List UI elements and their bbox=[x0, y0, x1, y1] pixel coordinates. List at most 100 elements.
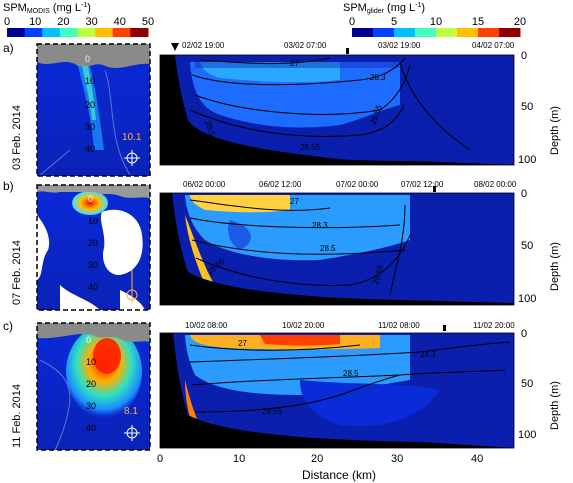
modis-label-close: ) bbox=[87, 2, 91, 14]
svg-text:20: 20 bbox=[311, 453, 323, 465]
svg-text:28.3: 28.3 bbox=[312, 221, 328, 230]
station-marker-a bbox=[124, 150, 140, 166]
svg-text:50: 50 bbox=[521, 101, 533, 113]
svg-text:30: 30 bbox=[391, 453, 403, 465]
svg-text:0: 0 bbox=[86, 335, 91, 345]
svg-text:03/02 07:00: 03/02 07:00 bbox=[284, 41, 327, 50]
row-c-date: 11 Feb. 2014 bbox=[11, 384, 23, 448]
glider-label-main: SPM bbox=[343, 2, 367, 14]
modisTicks-label: 50 bbox=[142, 16, 154, 28]
svg-text:100: 100 bbox=[518, 293, 536, 305]
modisTicks-label: 10 bbox=[29, 16, 41, 28]
svg-text:100: 100 bbox=[518, 154, 536, 166]
svg-text:0: 0 bbox=[88, 194, 93, 204]
station-marker-b bbox=[126, 270, 138, 303]
transect-c: 27 28.3 28.5 28.55 10/02 08:00 10/02 20:… bbox=[159, 321, 515, 449]
row-c: c) 11 Feb. 2014 0 10 20 30 40 8.1 bbox=[3, 319, 561, 451]
distance-axis: 0 10 20 30 40 Distance (km) bbox=[157, 453, 483, 482]
modisTicks-label: 30 bbox=[85, 16, 97, 28]
gliderBar-segment bbox=[415, 28, 437, 37]
modisTicks-label: 20 bbox=[57, 16, 69, 28]
svg-text:27: 27 bbox=[290, 59, 299, 68]
svg-text:11/02 20:00: 11/02 20:00 bbox=[473, 321, 515, 330]
svg-text:10: 10 bbox=[85, 76, 95, 86]
modisBar-segment bbox=[42, 28, 61, 37]
transect-b: 27 28.3 28.5 28.55 28.55 06/02 00:00 06/… bbox=[159, 180, 517, 306]
svg-text:40: 40 bbox=[85, 144, 95, 154]
svg-text:40: 40 bbox=[88, 282, 98, 292]
glider-start-marker bbox=[171, 43, 179, 51]
row-a-letter: a) bbox=[3, 41, 14, 55]
modis-colorbar-ticks: 0 10 20 30 40 50 bbox=[4, 16, 154, 28]
svg-text:28.55: 28.55 bbox=[262, 407, 283, 416]
gliderBar-segment bbox=[394, 28, 416, 37]
svg-text:0: 0 bbox=[521, 50, 527, 62]
map-b: 0 10 20 30 40 bbox=[36, 184, 151, 311]
gliderTicks-label: 10 bbox=[430, 16, 442, 28]
glider-event-marker-a bbox=[346, 48, 349, 54]
svg-text:28.55: 28.55 bbox=[300, 143, 321, 152]
glider-colorbar: SPMglider (mg L-1) 0 5 10 15 20 bbox=[343, 2, 526, 37]
svg-text:07/02 00:00: 07/02 00:00 bbox=[336, 180, 379, 189]
glider-label-exp: -1 bbox=[415, 2, 421, 9]
row-a: a) 03 Feb. 2014 0 10 20 30 40 10.1 bbox=[3, 41, 561, 177]
row-b-letter: b) bbox=[3, 179, 14, 193]
svg-text:Depth (m): Depth (m) bbox=[549, 381, 561, 430]
svg-text:30: 30 bbox=[88, 260, 98, 270]
svg-text:SPMMODIS (mg L-1): SPMMODIS (mg L-1) bbox=[3, 2, 91, 15]
svg-text:Depth (m): Depth (m) bbox=[549, 242, 561, 291]
svg-text:40: 40 bbox=[86, 423, 96, 433]
glider-label-sub: glider bbox=[367, 8, 385, 15]
svg-text:0: 0 bbox=[521, 188, 527, 200]
depth-axis-a: 0 50 100 Depth (m) bbox=[518, 50, 561, 166]
glider-label-close: ) bbox=[421, 2, 425, 14]
svg-text:Depth (m): Depth (m) bbox=[549, 106, 561, 155]
row-b: b) 07 Feb. 2014 0 10 20 30 40 bbox=[3, 179, 561, 311]
svg-text:28.3: 28.3 bbox=[370, 73, 386, 82]
gliderTicks-label: 5 bbox=[391, 16, 397, 28]
glider-colorbar-ticks: 0 5 10 15 20 bbox=[349, 16, 526, 28]
gliderBar-segment bbox=[478, 28, 500, 37]
map-a-value: 10.1 bbox=[122, 132, 142, 143]
svg-text:28.5: 28.5 bbox=[343, 369, 359, 378]
svg-text:03/02 19:00: 03/02 19:00 bbox=[378, 41, 421, 50]
gliderBar-segment bbox=[436, 28, 458, 37]
svg-text:10/02 08:00: 10/02 08:00 bbox=[185, 321, 228, 330]
map-c: 0 10 20 30 40 8.1 bbox=[36, 322, 151, 451]
svg-text:27: 27 bbox=[238, 339, 247, 348]
modisTicks-label: 0 bbox=[4, 16, 10, 28]
svg-text:20: 20 bbox=[85, 100, 95, 110]
svg-text:28.5: 28.5 bbox=[320, 244, 336, 253]
svg-text:20: 20 bbox=[88, 238, 98, 248]
glider-event-marker-c bbox=[443, 325, 446, 331]
svg-text:28.3: 28.3 bbox=[420, 350, 436, 359]
gliderBar-segment bbox=[373, 28, 395, 37]
svg-text:11/02 08:00: 11/02 08:00 bbox=[378, 321, 420, 330]
row-a-date: 03 Feb. 2014 bbox=[11, 105, 23, 170]
svg-text:50: 50 bbox=[521, 240, 533, 252]
svg-text:0: 0 bbox=[157, 453, 163, 465]
gliderBar-segment bbox=[352, 28, 374, 37]
map-a: 0 10 20 30 40 10.1 bbox=[36, 43, 151, 177]
svg-text:06/02 00:00: 06/02 00:00 bbox=[183, 180, 226, 189]
svg-text:100: 100 bbox=[518, 429, 536, 441]
gliderBar-segment bbox=[457, 28, 479, 37]
modisBar-segment bbox=[77, 28, 96, 37]
depth-axis-c: 0 50 100 Depth (m) bbox=[518, 328, 561, 441]
modis-label-main: SPM bbox=[3, 2, 27, 14]
svg-text:06/02 12:00: 06/02 12:00 bbox=[259, 180, 302, 189]
svg-text:10: 10 bbox=[233, 453, 245, 465]
modis-label-exp: -1 bbox=[81, 2, 87, 9]
svg-text:30: 30 bbox=[86, 401, 96, 411]
modis-colorbar-strip bbox=[7, 28, 149, 37]
modisBar-segment bbox=[24, 28, 43, 37]
distance-axis-label: Distance (km) bbox=[302, 468, 376, 482]
gliderBar-segment bbox=[499, 28, 521, 37]
modisBar-segment bbox=[112, 28, 131, 37]
modisBar-segment bbox=[130, 28, 149, 37]
gliderTicks-label: 0 bbox=[349, 16, 355, 28]
map-c-value: 8.1 bbox=[124, 406, 138, 417]
svg-text:10: 10 bbox=[88, 216, 98, 226]
modisBar-segment bbox=[59, 28, 78, 37]
